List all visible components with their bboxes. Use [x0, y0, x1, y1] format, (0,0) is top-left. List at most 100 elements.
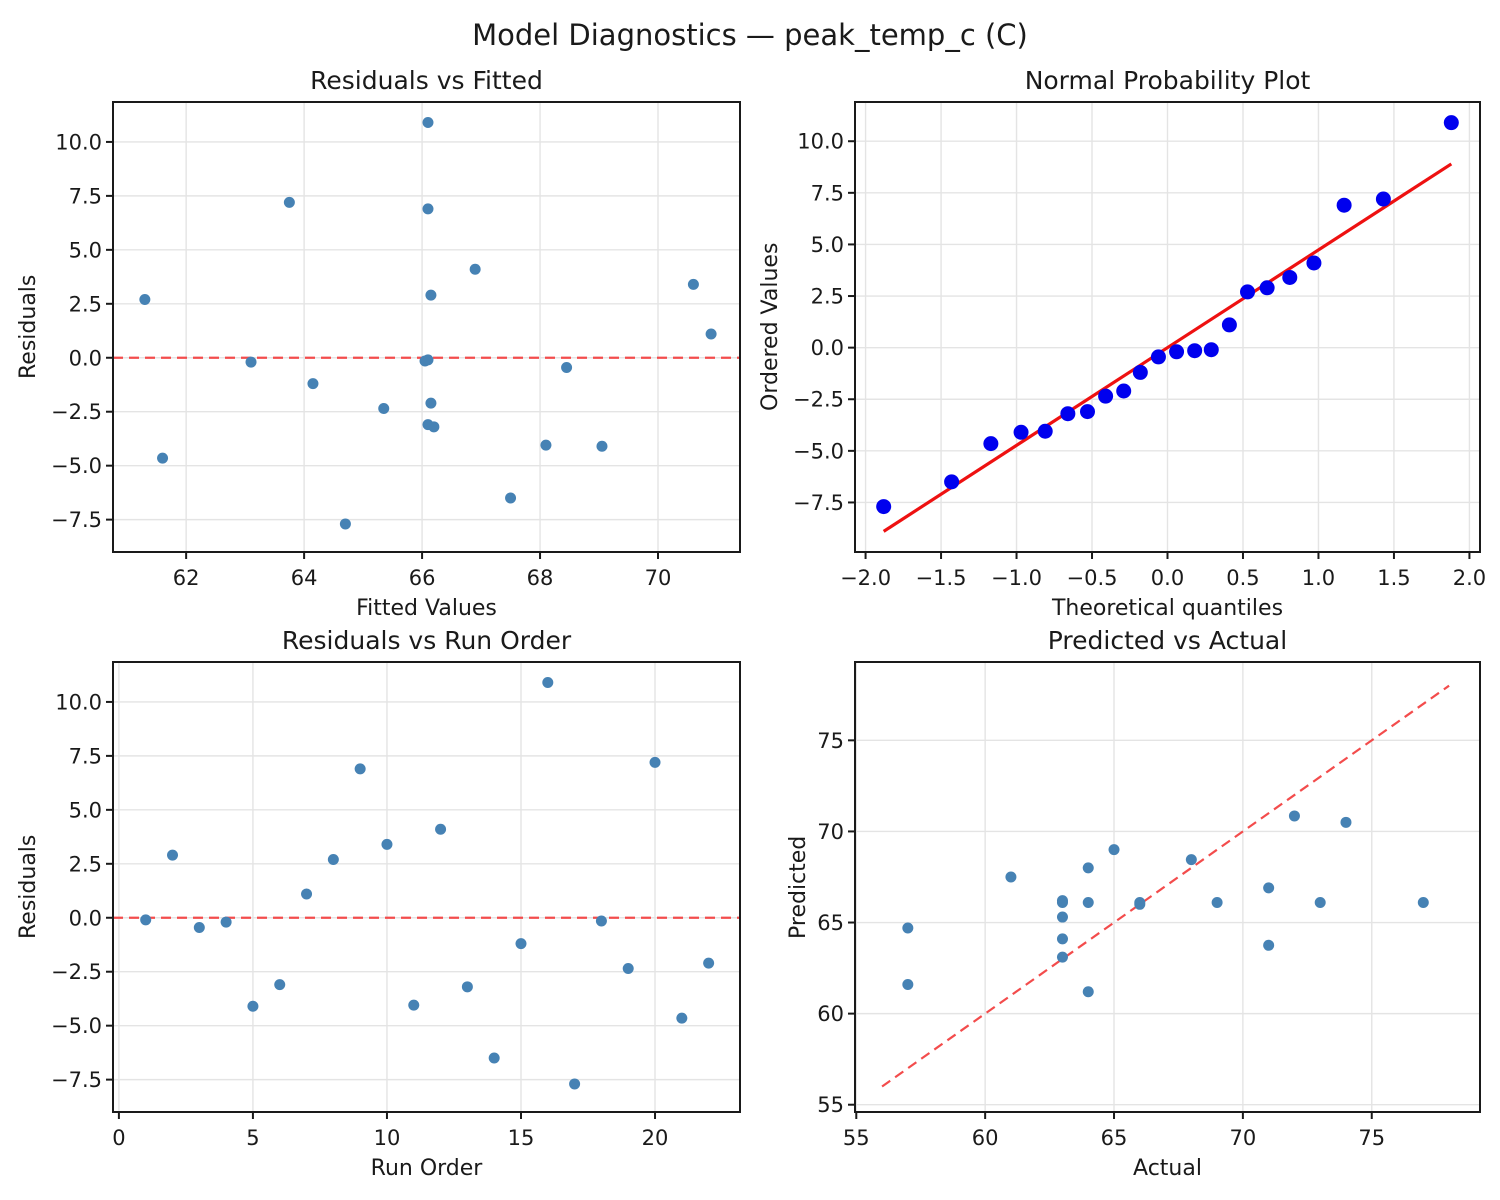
data-point [140, 914, 152, 926]
data-point [1079, 404, 1095, 420]
y-tick-label: −5.0 [51, 1014, 102, 1038]
data-point [435, 823, 447, 835]
data-point [676, 1012, 688, 1024]
y-tick-label: −7.5 [51, 508, 102, 532]
data-point [247, 1000, 259, 1012]
y-tick-label: −5.0 [793, 439, 844, 463]
y-tick-label: 0.0 [69, 906, 102, 930]
x-tick-label: 1.0 [1302, 566, 1335, 590]
y-tick-label: 10.0 [55, 130, 102, 154]
data-point [1116, 383, 1132, 399]
data-point [569, 1078, 581, 1090]
data-point [1060, 406, 1076, 422]
plot-title: Residuals vs Fitted [310, 66, 543, 95]
data-point [622, 962, 634, 974]
y-tick-label: 60 [817, 1002, 844, 1026]
data-point [422, 203, 434, 215]
data-point [1108, 844, 1120, 856]
data-point [1013, 424, 1029, 440]
data-point [595, 915, 607, 927]
y-tick-label: −7.5 [51, 1068, 102, 1092]
x-tick-label: −2.0 [840, 566, 891, 590]
x-tick-label: 60 [972, 1126, 999, 1150]
data-point [157, 452, 169, 464]
data-point [193, 921, 205, 933]
plot-title: Residuals vs Run Order [281, 626, 572, 655]
predicted-vs-actual-canvas: 55 60 65 70 75 55 60 65 70 75 [817, 661, 1481, 1150]
data-point [1375, 191, 1391, 207]
normal-probability-canvas: −2.0 −1.5 −1.0 −0.5 0.0 0.5 1.0 1.5 2.0 −7.5 −5.0 −… [793, 101, 1486, 590]
data-point [944, 474, 960, 490]
data-point [983, 436, 999, 452]
data-point [1005, 871, 1017, 883]
data-point [902, 922, 914, 934]
data-point [1169, 344, 1185, 360]
data-point [1314, 896, 1326, 908]
x-tick-label: 70 [1230, 1126, 1257, 1150]
data-point [1340, 816, 1352, 828]
data-point [1417, 896, 1429, 908]
y-axis-label: Predicted [786, 835, 811, 939]
data-point [378, 402, 390, 414]
data-point [307, 378, 319, 390]
y-tick-label: 7.5 [811, 181, 844, 205]
data-point [1132, 364, 1148, 380]
data-point [461, 981, 473, 993]
data-point [902, 978, 914, 990]
data-point [245, 356, 257, 368]
y-tick-label: 0.0 [811, 336, 844, 360]
data-point [428, 421, 440, 433]
y-tick-label: 70 [817, 820, 844, 844]
data-point [1203, 342, 1219, 358]
data-point [1336, 197, 1352, 213]
x-axis-label: Fitted Values [356, 596, 497, 621]
data-point [1056, 911, 1068, 923]
data-point [425, 397, 437, 409]
x-tick-label: −1.0 [991, 566, 1042, 590]
data-point [515, 938, 527, 950]
y-tick-label: 2.5 [811, 285, 844, 309]
data-point [1211, 896, 1223, 908]
x-tick-label: −1.5 [916, 566, 967, 590]
data-point [1443, 115, 1459, 131]
residuals-vs-fitted-canvas: 62 64 66 68 70 −7.5 −5.0 −2.5 0.0 2.5 5.0 7.5 10.0 [51, 101, 741, 590]
x-tick-label: 64 [291, 566, 318, 590]
x-axis-label: Theoretical quantiles [1051, 596, 1284, 621]
data-point [1056, 933, 1068, 945]
plot-predicted-vs-actual: 55 60 65 70 75 55 60 65 70 75 Predicted vs Actual… [750, 618, 1500, 1200]
y-tick-label: −5.0 [51, 454, 102, 478]
x-tick-label: 10 [374, 1126, 401, 1150]
data-point [167, 849, 179, 861]
y-tick-label: 75 [817, 729, 844, 753]
y-axis-label: Residuals [16, 274, 41, 380]
plot-residuals-vs-run-order: 0 5 10 15 20 −7.5 −5.0 −2.5 0.0 2.5 5.0 7.5 10.0 Res… [0, 618, 750, 1200]
y-tick-label: 10.0 [797, 130, 844, 154]
x-tick-label: 2.0 [1453, 566, 1486, 590]
residuals-vs-run-order-canvas: 0 5 10 15 20 −7.5 −5.0 −2.5 0.0 2.5 5.0 7.5 10.0 [51, 661, 741, 1150]
plot-title: Normal Probability Plot [1024, 66, 1311, 95]
data-point [1263, 882, 1275, 894]
x-tick-label: 0 [112, 1126, 125, 1150]
x-tick-label: 1.5 [1377, 566, 1410, 590]
data-point [505, 492, 517, 504]
y-tick-label: 5.0 [811, 233, 844, 257]
data-point [422, 117, 434, 129]
data-point [540, 439, 552, 451]
data-point [705, 328, 717, 340]
data-point [1134, 898, 1146, 910]
y-tick-label: 7.5 [69, 744, 102, 768]
data-point [408, 999, 420, 1011]
x-tick-label: 0.5 [1226, 566, 1259, 590]
data-point [488, 1052, 500, 1064]
x-tick-label: 70 [645, 566, 672, 590]
x-axis-label: Actual [1133, 1156, 1202, 1181]
data-point [687, 278, 699, 290]
data-point [469, 263, 481, 275]
y-tick-label: 5.0 [69, 798, 102, 822]
data-point [419, 355, 431, 367]
y-tick-label: 0.0 [69, 346, 102, 370]
x-tick-label: 66 [409, 566, 436, 590]
x-tick-label: 0.0 [1151, 566, 1184, 590]
data-point [274, 979, 286, 991]
